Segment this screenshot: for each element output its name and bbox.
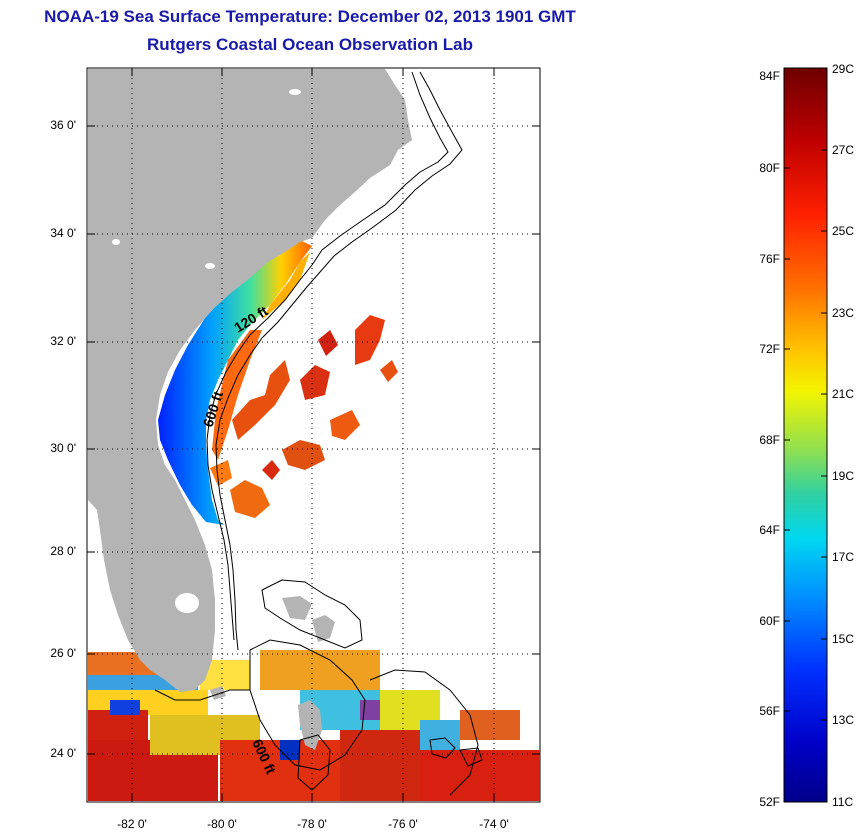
lat-tick-label: 26 0' [50,646,76,660]
colorbar-celsius-label: 19C [832,469,855,483]
lon-tick-label: -76 0' [388,817,418,831]
colorbar-celsius-label: 17C [832,550,855,564]
colorbar-celsius-label: 23C [832,306,855,320]
colorbar-fahrenheit-label: 80F [759,161,780,175]
lon-tick-label: -78 0' [297,817,327,831]
lon-tick-label: -80 0' [207,817,237,831]
colorbar-fahrenheit-label: 84F [759,69,780,83]
temperature-colorbar [783,67,828,803]
colorbar-fahrenheit-label: 60F [759,614,780,628]
colorbar-celsius-label: 21C [832,387,855,401]
sst-coastal-band [158,240,312,525]
colorbar-fahrenheit-label: 56F [759,704,780,718]
colorbar-fahrenheit-label: 64F [759,523,780,537]
map-title: NOAA-19 Sea Surface Temperature: Decembe… [44,7,576,26]
colorbar-celsius-label: 11C [832,795,854,809]
colorbar-fahrenheit-label: 68F [759,433,780,447]
colorbar-fahrenheit-label: 52F [759,795,780,809]
sst-offshore-patches [210,315,398,518]
map-subtitle: Rutgers Coastal Ocean Observation Lab [147,35,473,54]
lat-tick-label: 24 0' [50,746,76,760]
colorbar-fahrenheit-label: 72F [759,342,780,356]
colorbar-celsius-label: 25C [832,224,855,238]
frame-ticks [87,68,540,802]
land-mass [88,69,412,750]
lon-tick-label: -82 0' [117,817,147,831]
bathymetry-contours [154,71,483,796]
lat-lon-grid [87,68,540,802]
lat-tick-label: 28 0' [50,544,76,558]
lat-tick-label: 30 0' [50,441,76,455]
colorbar-celsius-label: 27C [832,143,855,157]
colorbar-fahrenheit-label: 76F [759,252,780,266]
lat-tick-label: 32 0' [50,334,76,348]
colorbar-celsius-label: 15C [832,632,855,646]
lat-tick-label: 34 0' [50,226,76,240]
inland-water [96,89,301,613]
lat-tick-label: 36 0' [50,118,76,132]
colorbar-celsius-label: 29C [832,62,855,76]
lon-tick-label: -74 0' [479,817,509,831]
colorbar-celsius-label: 13C [832,713,855,727]
